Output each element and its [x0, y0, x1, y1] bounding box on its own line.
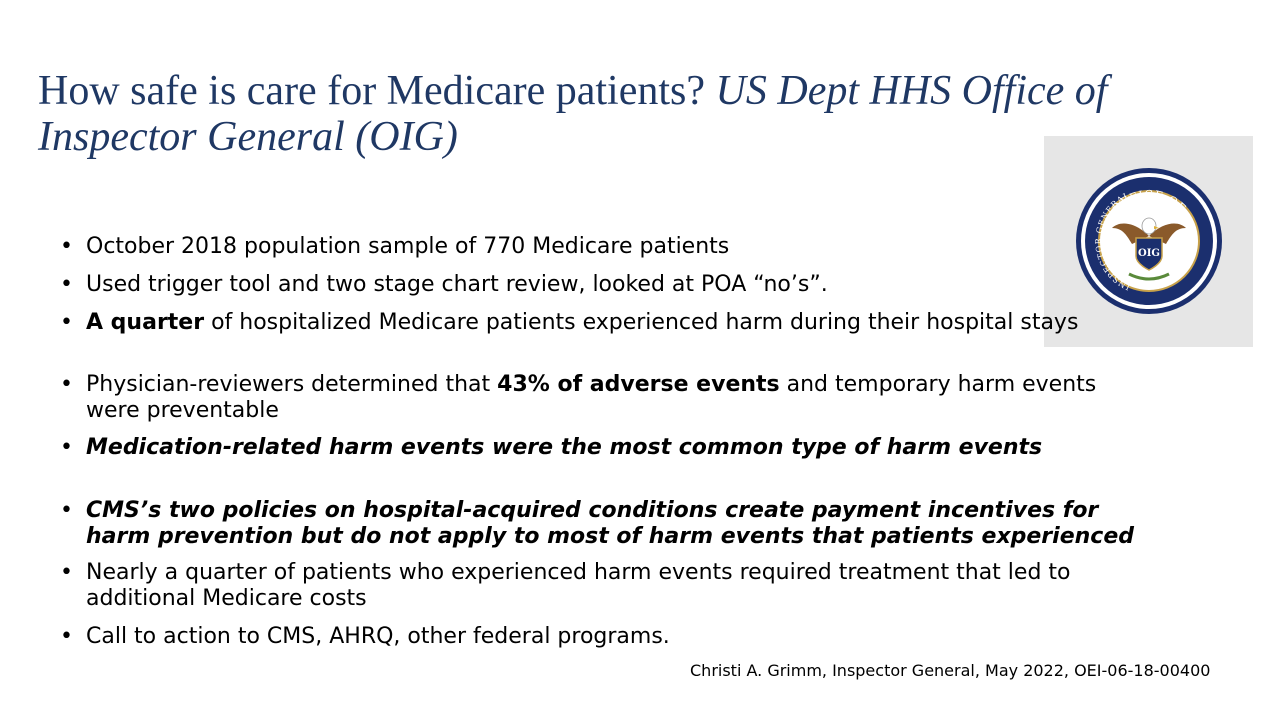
citation-footer: Christi A. Grimm, Inspector General, May… [690, 661, 1211, 680]
bullet-list: October 2018 population sample of 770 Me… [60, 234, 1150, 650]
bullet-text: Used trigger tool and two stage chart re… [86, 272, 828, 297]
bullet-item: Call to action to CMS, AHRQ, other feder… [60, 624, 1150, 650]
bullet-item: Medication-related harm events were the … [60, 435, 1150, 461]
bullet-item: CMS’s two policies on hospital-acquired … [60, 498, 1150, 550]
bullet-bold-italic-text: CMS’s two policies on hospital-acquired … [86, 498, 1134, 549]
bullet-item: Used trigger tool and two stage chart re… [60, 272, 1150, 298]
bullet-text: Physician-reviewers determined that [86, 372, 498, 397]
bullet-text: Nearly a quarter of patients who experie… [86, 560, 1071, 611]
bullet-bold-italic-text: Medication-related harm events were the … [86, 435, 1043, 460]
bullet-text: of hospitalized Medicare patients experi… [204, 310, 1079, 335]
bullet-text: Call to action to CMS, AHRQ, other feder… [86, 624, 670, 649]
bullet-text: October 2018 population sample of 770 Me… [86, 234, 730, 259]
title-main: How safe is care for Medicare patients? [38, 68, 716, 114]
title-italic: US Dept HHS Office of Inspector General … [38, 68, 1108, 160]
bullet-text: and temporary harm events were preventab… [86, 372, 1097, 423]
bullet-item: Physician-reviewers determined that 43% … [60, 372, 1150, 424]
bullet-item: A quarter of hospitalized Medicare patie… [60, 310, 1150, 336]
bullet-bold-text: A quarter [86, 310, 205, 335]
bullet-bold-text: 43% of adverse events [497, 372, 780, 397]
slide-title: How safe is care for Medicare patients? … [38, 68, 1208, 160]
bullet-item: October 2018 population sample of 770 Me… [60, 234, 1150, 260]
bullet-item: Nearly a quarter of patients who experie… [60, 560, 1150, 612]
